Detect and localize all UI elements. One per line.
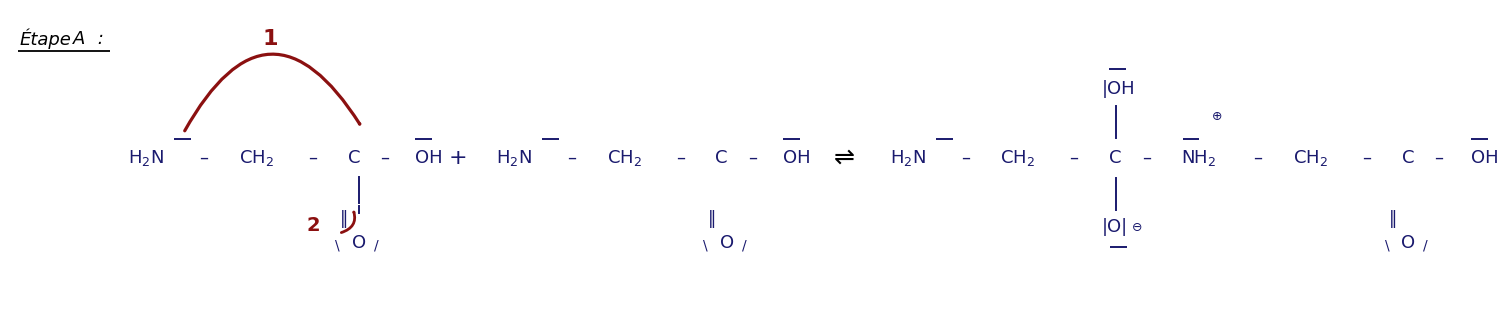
Text: :: : (92, 30, 104, 48)
Text: –: – (1253, 149, 1262, 167)
Text: –: – (1142, 149, 1151, 167)
Text: +: + (450, 148, 468, 168)
Text: CH$_2$: CH$_2$ (606, 148, 642, 168)
Text: 1: 1 (263, 29, 278, 49)
Text: O: O (720, 234, 734, 252)
Text: OH: OH (782, 149, 811, 167)
FancyArrowPatch shape (185, 54, 359, 131)
Text: ⊖: ⊖ (1131, 221, 1142, 234)
Text: 2: 2 (307, 216, 320, 235)
Text: –: – (567, 149, 576, 167)
Text: Étape: Étape (20, 29, 71, 49)
Text: –: – (747, 149, 757, 167)
Text: H$_2$N: H$_2$N (128, 148, 164, 168)
Text: |OH: |OH (1102, 80, 1136, 98)
Text: –: – (381, 149, 390, 167)
Text: /: / (374, 238, 379, 252)
Text: |O|: |O| (1102, 218, 1128, 236)
Text: OH: OH (1471, 149, 1499, 167)
Text: –: – (1435, 149, 1444, 167)
Text: CH$_2$: CH$_2$ (1000, 148, 1035, 168)
Text: ⊕: ⊕ (1212, 110, 1223, 123)
Text: H$_2$N: H$_2$N (496, 148, 532, 168)
Text: \: \ (1385, 238, 1390, 252)
Text: –: – (675, 149, 684, 167)
Text: –: – (1069, 149, 1078, 167)
Text: O: O (352, 234, 365, 252)
FancyArrowPatch shape (341, 212, 355, 233)
Text: CH$_2$: CH$_2$ (239, 148, 274, 168)
Text: OH: OH (415, 149, 442, 167)
Text: O: O (1402, 234, 1415, 252)
Text: C: C (1402, 149, 1414, 167)
Text: \: \ (335, 238, 340, 252)
Text: ⇌: ⇌ (833, 146, 854, 170)
Text: C: C (1108, 149, 1122, 167)
Text: C: C (347, 149, 359, 167)
Text: –: – (1363, 149, 1372, 167)
Text: NH$_2$: NH$_2$ (1181, 148, 1217, 168)
Text: –: – (308, 149, 317, 167)
Text: C: C (716, 149, 728, 167)
Text: A: A (72, 30, 86, 48)
Text: –: – (199, 149, 208, 167)
Text: ‖: ‖ (707, 210, 716, 228)
Text: /: / (1423, 238, 1427, 252)
Text: \: \ (704, 238, 708, 252)
Text: CH$_2$: CH$_2$ (1293, 148, 1328, 168)
Text: /: / (741, 238, 746, 252)
Text: H$_2$N: H$_2$N (889, 148, 925, 168)
Text: ‖: ‖ (340, 210, 347, 228)
Text: ‖: ‖ (1388, 210, 1397, 228)
Text: –: – (961, 149, 970, 167)
